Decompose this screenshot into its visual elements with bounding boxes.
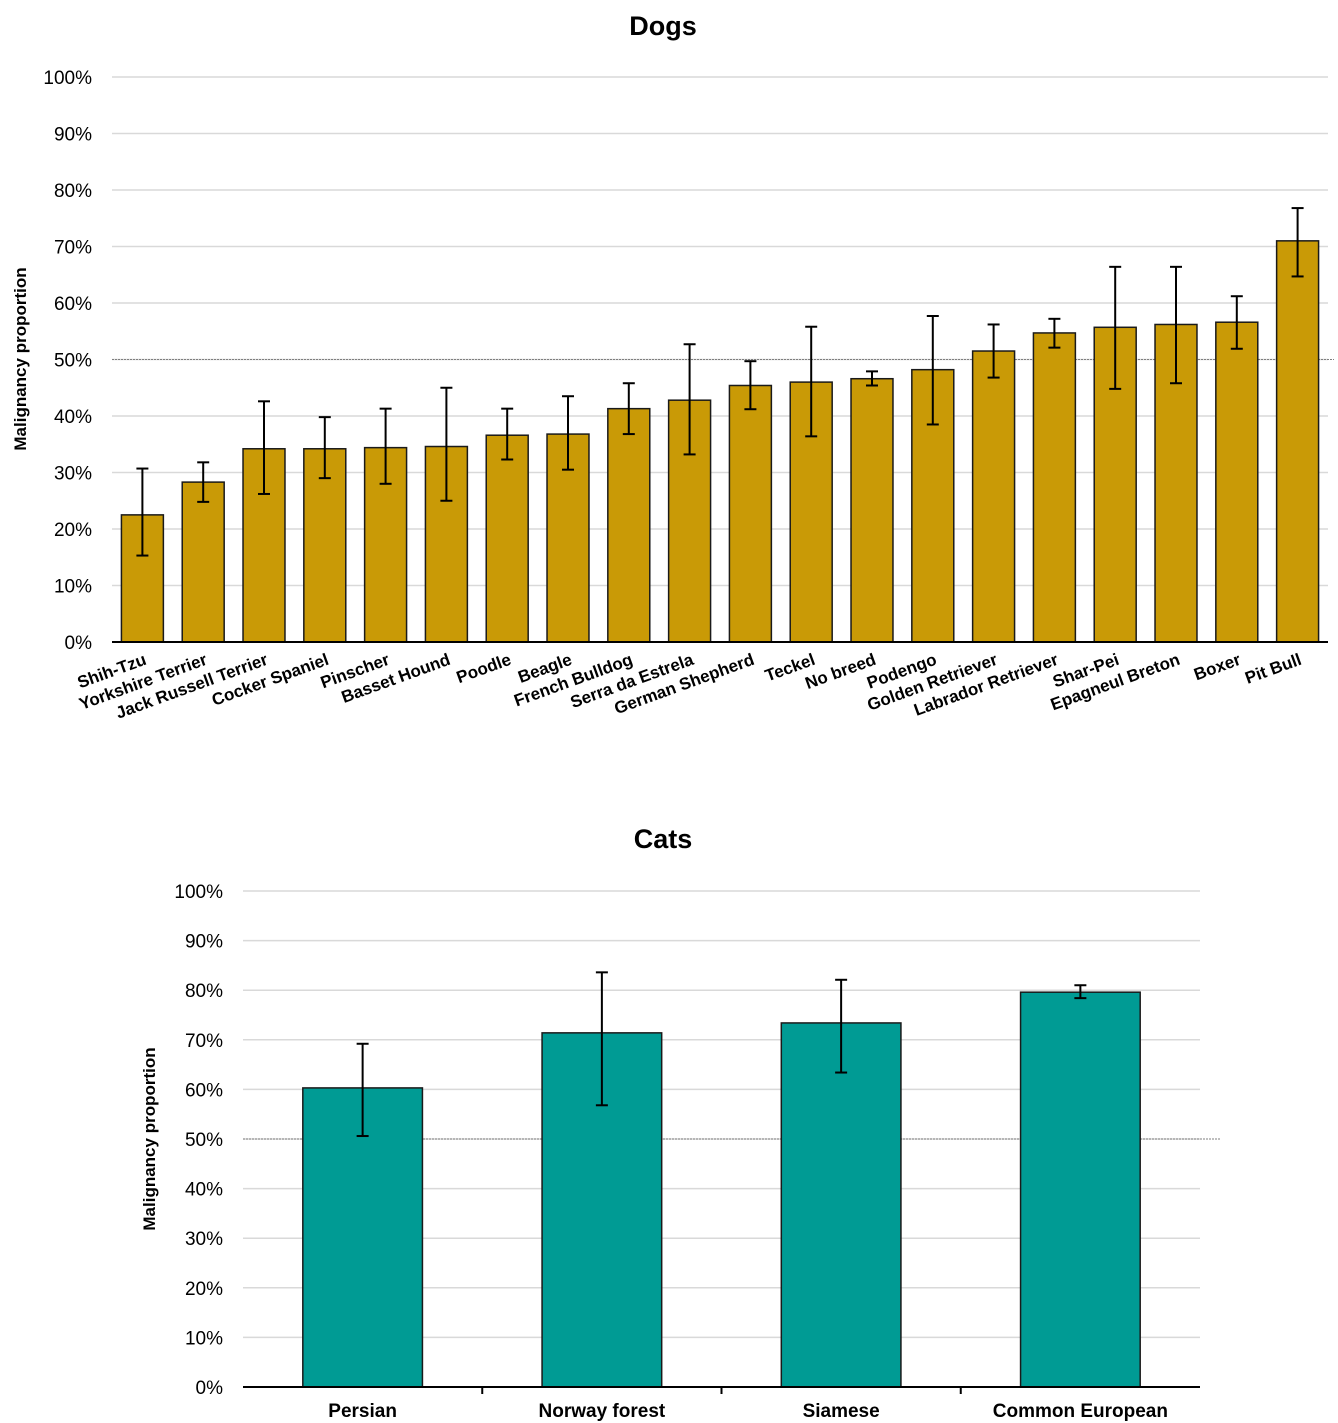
bar (607, 407, 651, 643)
bar (1032, 332, 1077, 643)
x-tick-label: Common European (993, 1401, 1168, 1422)
bar (1154, 323, 1198, 643)
y-tick-label: 70% (54, 238, 92, 259)
error-bar (1230, 295, 1243, 350)
y-tick-label: 50% (54, 351, 92, 372)
x-tick-label: Persian (328, 1401, 397, 1422)
y-tick-label: 40% (54, 407, 92, 428)
error-bar (595, 971, 608, 1107)
bar (971, 350, 1016, 643)
error-bar (318, 416, 331, 480)
error-bar (835, 978, 848, 1074)
y-tick-label: 40% (185, 1180, 223, 1201)
bar (181, 481, 225, 643)
y-tick-label: 90% (54, 125, 92, 146)
y-tick-label: 50% (185, 1130, 223, 1151)
error-bar (440, 386, 453, 502)
error-bar (1170, 265, 1182, 385)
cats-y-axis-label: Malignancy proportion (140, 1047, 159, 1230)
y-tick-label: 10% (185, 1328, 223, 1349)
y-tick-label: 20% (185, 1279, 223, 1300)
cats-bars (302, 991, 1141, 1388)
y-tick-label: 90% (185, 932, 223, 953)
error-bar (622, 382, 635, 436)
y-tick-label: 30% (54, 464, 92, 485)
error-bar (136, 467, 149, 557)
cats-error-bars (356, 971, 1087, 1138)
error-bar (926, 314, 939, 426)
dogs-chart-title: Dogs (629, 11, 697, 41)
error-bar (562, 395, 574, 471)
y-tick-label: 30% (185, 1229, 223, 1250)
cats-chart-title: Cats (634, 824, 693, 854)
error-bar (258, 400, 270, 495)
y-tick-label: 60% (185, 1080, 223, 1101)
x-tick-label: No breed (803, 650, 879, 693)
y-tick-label: 100% (43, 68, 92, 89)
error-bar (197, 461, 210, 503)
y-tick-label: 80% (54, 181, 92, 202)
y-tick-label: 0% (196, 1378, 224, 1399)
bar (1215, 321, 1259, 643)
cats-y-tick-labels: 0% 10% 20% 30% 40% 50% 60% 70% 80% 90% 100% (174, 882, 223, 1399)
dogs-y-axis-label: Malignancy proportion (11, 267, 30, 450)
dogs-bars (120, 240, 1320, 643)
error-bar (1109, 265, 1122, 390)
cats-chart: Cats 0% 10% 20% 30% 40% 50% 60% 70% 80% 90% 100% P… (140, 824, 1220, 1422)
y-tick-label: 100% (174, 882, 223, 903)
error-bar (1048, 317, 1061, 349)
y-tick-label: 60% (54, 294, 92, 315)
y-tick-label: 70% (185, 1031, 223, 1052)
dogs-error-bars (136, 207, 1304, 557)
error-bar (744, 360, 757, 411)
error-bar (866, 370, 878, 387)
error-bar (683, 343, 696, 456)
error-bar (356, 1042, 369, 1138)
y-tick-label: 0% (65, 633, 93, 654)
bar (850, 377, 894, 643)
x-tick-label: Pit Bull (1242, 650, 1304, 688)
dogs-chart: Dogs 0% 10% 20% 30% 40% 50% 60% 70% 80% 90% 100% S… (11, 11, 1334, 723)
bar (1275, 240, 1320, 643)
x-tick-label: Siamese (803, 1401, 880, 1422)
bar (728, 384, 773, 643)
x-tick-label: Poodle (454, 650, 514, 687)
dogs-gridlines (112, 76, 1328, 587)
y-tick-label: 10% (54, 577, 92, 598)
x-tick-label: Boxer (1191, 650, 1243, 684)
y-tick-label: 20% (54, 520, 92, 541)
y-tick-label: 80% (185, 981, 223, 1002)
error-bar (501, 407, 514, 461)
dogs-y-tick-labels: 0% 10% 20% 30% 40% 50% 60% 70% 80% 90% 100% (43, 68, 92, 654)
error-bar (379, 407, 392, 485)
error-bar (1074, 984, 1087, 1000)
x-tick-label: Norway forest (539, 1401, 666, 1422)
bar (303, 448, 347, 643)
error-bar (1291, 207, 1304, 278)
bar (485, 434, 529, 643)
error-bar (987, 323, 1000, 379)
cats-x-tick-labels: Persian Norway forest Siamese Common Europe… (328, 1387, 1168, 1422)
error-bar (805, 325, 818, 438)
bar (1019, 991, 1141, 1388)
bar (780, 1022, 902, 1388)
